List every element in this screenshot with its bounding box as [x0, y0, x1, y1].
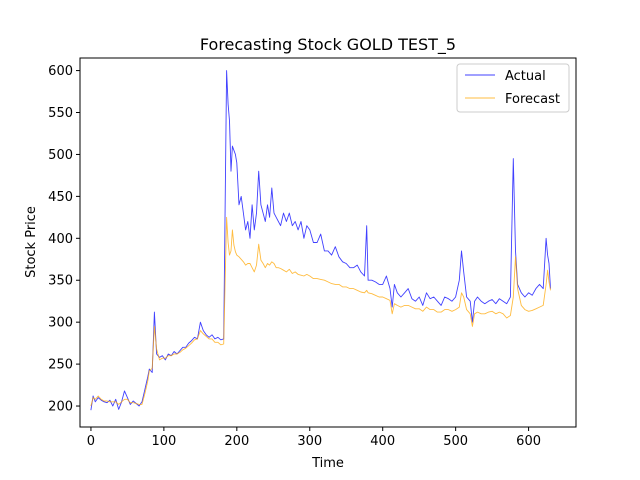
legend-box: [456, 63, 570, 113]
y-axis-label: Stock Price: [24, 206, 39, 278]
legend-label-actual: Actual: [505, 69, 546, 84]
legend-label-forecast: Forecast: [505, 92, 560, 107]
series-line-forecast: [90, 216, 551, 407]
x-tick-label: 400: [370, 434, 395, 449]
y-tick-label: 400: [48, 232, 73, 247]
x-axis-label: Time: [311, 456, 344, 471]
x-tick-label: 100: [151, 434, 176, 449]
y-tick-label: 500: [48, 148, 73, 163]
y-tick-label: 600: [48, 64, 73, 79]
plot-frame: [79, 57, 577, 428]
x-tick-label: 0: [87, 434, 95, 449]
x-tick-label: 300: [297, 434, 322, 449]
y-tick-label: 450: [48, 190, 73, 205]
y-tick-label: 300: [48, 316, 73, 331]
y-tick-label: 550: [48, 106, 73, 121]
y-tick-label: 350: [48, 274, 73, 289]
x-tick-label: 200: [224, 434, 249, 449]
x-tick-label: 500: [443, 434, 468, 449]
chart-title: Forecasting Stock GOLD TEST_5: [200, 35, 456, 55]
series-line-actual: [90, 70, 551, 411]
y-tick-label: 250: [48, 358, 73, 373]
y-tick-label: 200: [48, 400, 73, 415]
x-tick-label: 600: [516, 434, 541, 449]
axis-ticks: 0 100 200 300 400 500 600 200 250 300 350 400 450 500…: [48, 64, 541, 449]
plot-lines: [90, 70, 551, 411]
legend: Actual Forecast: [456, 63, 570, 113]
